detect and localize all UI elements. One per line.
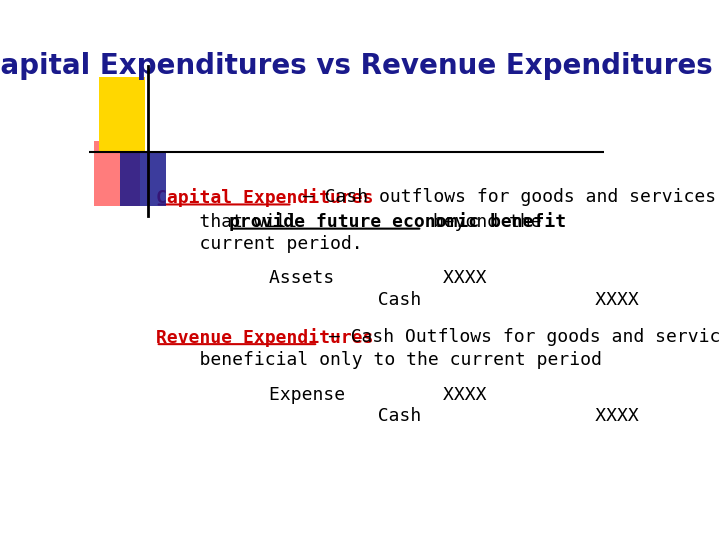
Text: – Cash outflows for goods and services: – Cash outflows for goods and services — [292, 188, 716, 206]
FancyBboxPatch shape — [99, 77, 145, 152]
Text: Capital Expenditures: Capital Expenditures — [156, 188, 373, 207]
Text: Capital Expenditures vs Revenue Expenditures: Capital Expenditures vs Revenue Expendit… — [0, 52, 713, 80]
Text: Revenue Expenditures: Revenue Expenditures — [156, 328, 373, 347]
Text: Assets          XXXX: Assets XXXX — [269, 269, 487, 287]
FancyBboxPatch shape — [120, 152, 166, 206]
FancyBboxPatch shape — [94, 141, 140, 206]
Text: Cash                XXXX: Cash XXXX — [269, 291, 639, 308]
Text: provide future economic benefit: provide future economic benefit — [229, 212, 566, 231]
Text: that will: that will — [156, 213, 308, 231]
Text: – Cash Outflows for goods and services: – Cash Outflows for goods and services — [318, 328, 720, 346]
Text: Cash                XXXX: Cash XXXX — [269, 407, 639, 425]
Text: beyond the: beyond the — [422, 213, 542, 231]
Text: Expense         XXXX: Expense XXXX — [269, 386, 487, 403]
Text: beneficial only to the current period: beneficial only to the current period — [156, 350, 602, 369]
Text: current period.: current period. — [156, 235, 362, 253]
